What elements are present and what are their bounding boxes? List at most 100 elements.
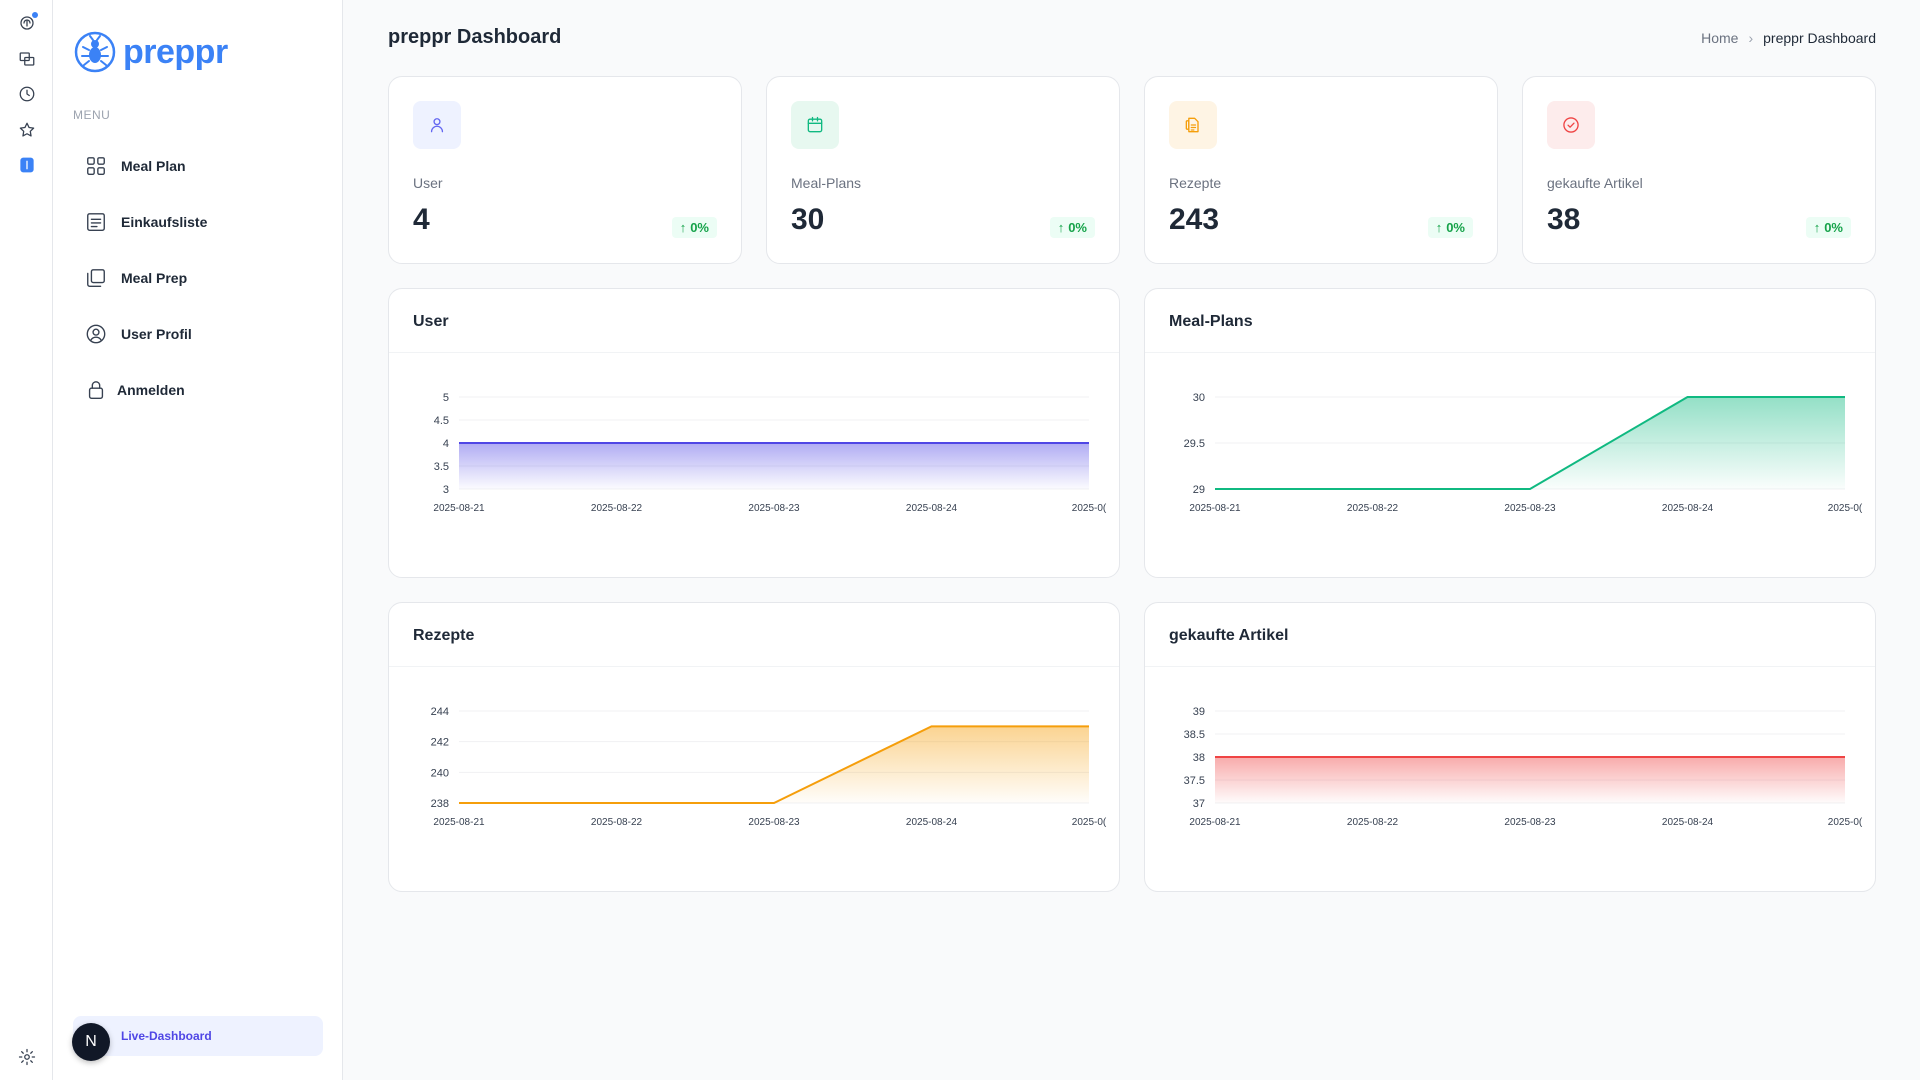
chart-title: User xyxy=(389,289,1119,353)
stat-change-badge: ↑ 0% xyxy=(1805,217,1851,238)
stat-change-value: 0% xyxy=(1068,220,1087,235)
stat-card-meal-plans: Meal-Plans 30 ↑ 0% xyxy=(766,76,1120,264)
check-circle-icon xyxy=(1563,117,1579,133)
user-circle-icon xyxy=(86,324,106,344)
y-tick-label: 39 xyxy=(1193,706,1205,718)
stat-value: 30 xyxy=(791,203,825,236)
breadcrumb-home-link[interactable]: Home xyxy=(1701,30,1739,46)
stat-change-value: 0% xyxy=(1446,220,1465,235)
lock-icon xyxy=(88,381,104,399)
chart-title: gekaufte Artikel xyxy=(1145,603,1875,667)
sidebar-item-label: Meal Prep xyxy=(121,270,188,286)
calendar-icon xyxy=(807,116,823,133)
nextjs-dev-badge[interactable]: N xyxy=(72,1023,110,1061)
area-fill xyxy=(459,443,1089,489)
chevron-right-icon: › xyxy=(1748,30,1754,46)
chart-card-user: User 3 3.5 4 4.5 5 2025-08-21 2025-08-22 2025-0… xyxy=(388,288,1120,578)
x-tick-label: 2025-0( xyxy=(1072,503,1107,514)
x-tick-label: 2025-08-23 xyxy=(748,503,800,514)
y-tick-label: 3 xyxy=(443,484,449,496)
brand-logo[interactable]: preppr xyxy=(73,30,228,74)
area-fill xyxy=(459,726,1089,803)
gekaufte-artikel-area-chart: 37 37.5 38 38.5 39 2025-08-21 2025-08-22 2025-0… xyxy=(1184,706,1863,828)
menu-label: MENU xyxy=(73,108,111,122)
x-tick-label: 2025-0( xyxy=(1828,817,1863,828)
stat-icon-box xyxy=(1547,101,1595,149)
stat-value: 243 xyxy=(1169,203,1220,236)
chart-title: Meal-Plans xyxy=(1145,289,1875,353)
x-tick-label: 2025-08-21 xyxy=(433,817,485,828)
user-icon xyxy=(430,118,444,133)
grid-icon xyxy=(87,157,105,175)
x-tick-label: 2025-08-24 xyxy=(1662,817,1714,828)
arrow-up-icon: ↑ xyxy=(1057,220,1065,235)
rezepte-area-chart: 238 240 242 244 2025-08-21 2025-08-22 2025-08-… xyxy=(431,706,1107,828)
y-tick-label: 238 xyxy=(431,798,449,810)
x-tick-label: 2025-08-21 xyxy=(433,503,485,514)
history-icon[interactable] xyxy=(16,83,38,105)
chart-card-meal-plans: Meal-Plans 29 29.5 30 2025-08-21 2025-08-22 2… xyxy=(1144,288,1876,578)
sidebar-item-label: Einkaufsliste xyxy=(121,214,208,230)
sidebar-nav: Meal Plan Einkaufsliste Meal Prep User P… xyxy=(73,138,323,418)
x-tick-label: 2025-08-21 xyxy=(1189,817,1241,828)
sidebar-item-live-dashboard[interactable]: Live-Dashboard xyxy=(73,1016,323,1056)
y-tick-label: 30 xyxy=(1193,392,1205,404)
meal-plans-area-chart: 29 29.5 30 2025-08-21 2025-08-22 2025-08-23 20… xyxy=(1184,392,1863,514)
x-tick-label: 2025-08-22 xyxy=(1347,503,1399,514)
document-icon xyxy=(1185,117,1199,133)
settings-gear-icon[interactable] xyxy=(16,1046,38,1068)
y-tick-label: 3.5 xyxy=(434,461,449,473)
y-tick-label: 4 xyxy=(443,438,449,450)
area-fill xyxy=(1215,397,1845,489)
stat-icon-box xyxy=(791,101,839,149)
x-tick-label: 2025-0( xyxy=(1072,817,1107,828)
x-tick-label: 2025-0( xyxy=(1828,503,1863,514)
x-tick-label: 2025-08-23 xyxy=(748,817,800,828)
sidebar-item-meal-prep[interactable]: Meal Prep xyxy=(73,250,323,306)
x-tick-label: 2025-08-23 xyxy=(1504,503,1556,514)
stat-label: User xyxy=(413,175,443,191)
chart-card-rezepte: Rezepte 238 240 242 244 2025-08-21 2025-08-22… xyxy=(388,602,1120,892)
sidebar-item-einkaufsliste[interactable]: Einkaufsliste xyxy=(73,194,323,250)
sidebar-item-label: Anmelden xyxy=(117,382,185,398)
password-manager-icon[interactable] xyxy=(16,154,38,176)
y-tick-label: 38.5 xyxy=(1184,729,1205,741)
arrow-up-icon: ↑ xyxy=(679,220,687,235)
y-tick-label: 242 xyxy=(431,737,449,749)
stat-change-value: 0% xyxy=(1824,220,1843,235)
stat-change-badge: ↑ 0% xyxy=(1427,217,1473,238)
list-icon xyxy=(87,213,105,231)
stat-label: Rezepte xyxy=(1169,175,1222,191)
stat-change-badge: ↑ 0% xyxy=(1049,217,1095,238)
notification-dot xyxy=(32,12,38,18)
y-tick-label: 38 xyxy=(1193,752,1205,764)
y-tick-label: 4.5 xyxy=(434,415,449,427)
x-tick-label: 2025-08-24 xyxy=(906,503,958,514)
x-tick-label: 2025-08-22 xyxy=(591,817,643,828)
app-sidebar: preppr MENU Meal Plan Einkaufsliste Meal… xyxy=(53,0,343,1080)
arrow-up-icon: ↑ xyxy=(1435,220,1443,235)
y-tick-label: 37.5 xyxy=(1184,775,1205,787)
stat-label: Meal-Plans xyxy=(791,175,862,191)
y-tick-label: 244 xyxy=(431,706,449,718)
chart-card-gekaufte-artikel: gekaufte Artikel 37 37.5 38 38.5 39 2025-08-2… xyxy=(1144,602,1876,892)
page-title: preppr Dashboard xyxy=(388,26,562,48)
brand-name: preppr xyxy=(123,32,228,71)
ai-assistant-icon[interactable] xyxy=(16,12,38,34)
stat-icon-box xyxy=(413,101,461,149)
user-area-chart: 3 3.5 4 4.5 5 2025-08-21 2025-08-22 2025-08-23 2… xyxy=(433,392,1107,514)
screenshot-icon[interactable] xyxy=(16,48,38,70)
sidebar-item-user-profil[interactable]: User Profil xyxy=(73,306,323,362)
area-fill xyxy=(1215,757,1845,803)
y-tick-label: 37 xyxy=(1193,798,1205,810)
stat-change-value: 0% xyxy=(690,220,709,235)
sidebar-item-meal-plan[interactable]: Meal Plan xyxy=(73,138,323,194)
sidebar-item-anmelden[interactable]: Anmelden xyxy=(73,362,323,418)
breadcrumb: Home › preppr Dashboard xyxy=(1701,30,1876,46)
sidebar-item-label: Meal Plan xyxy=(121,158,186,174)
favorites-star-icon[interactable] xyxy=(16,119,38,141)
stat-card-user: User 4 ↑ 0% xyxy=(388,76,742,264)
x-tick-label: 2025-08-22 xyxy=(591,503,643,514)
y-tick-label: 240 xyxy=(431,767,449,779)
stat-icon-box xyxy=(1169,101,1217,149)
